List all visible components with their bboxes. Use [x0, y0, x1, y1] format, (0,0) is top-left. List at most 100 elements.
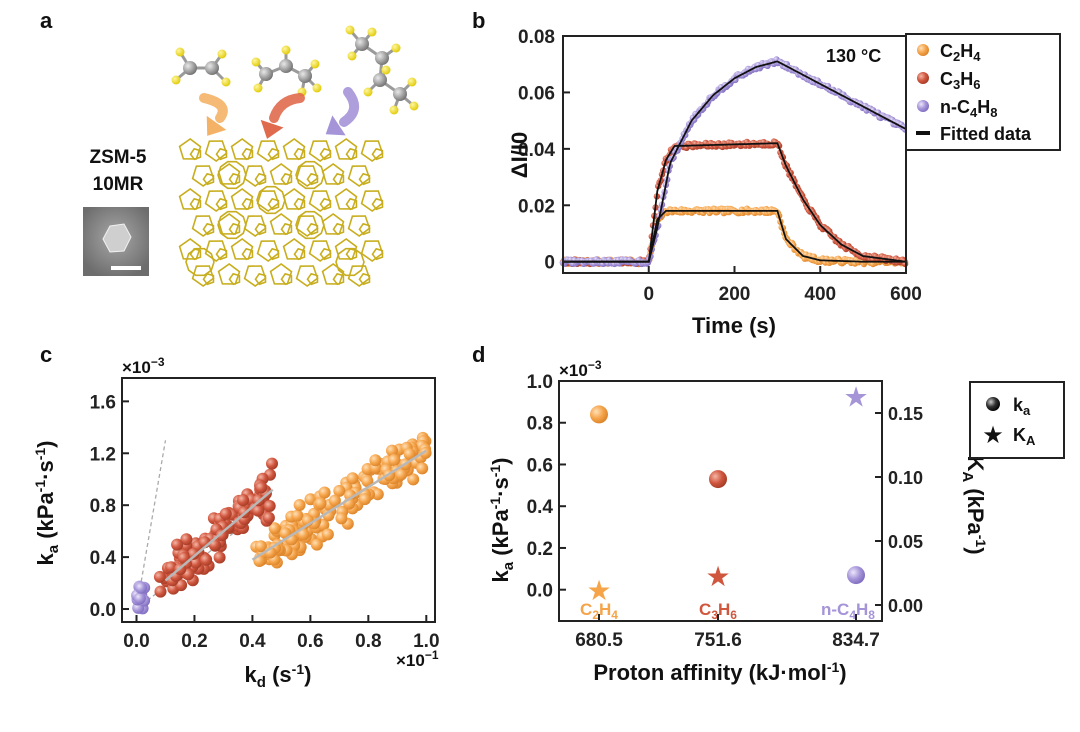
- point-c3h6: [154, 585, 167, 598]
- panel-d-ytick-left: 1.0: [527, 372, 553, 393]
- legend-fit: Fitted data: [940, 124, 1032, 144]
- panel-a-schematic: ZSM-5 10MR: [83, 25, 419, 287]
- panel-label-a: a: [40, 8, 53, 33]
- arrow-c3h6: [260, 93, 305, 139]
- panel-d-ytick-left: 0.2: [527, 539, 553, 560]
- panel-b-chart: 130 °C 0 200 400 600 0 0.02 0.04 0.06 0.08 Time …: [507, 27, 1061, 338]
- point-c2h4: [293, 499, 306, 511]
- panel-c-ytick: 0.0: [90, 600, 116, 621]
- panel-d-xtick: 834.7: [832, 630, 880, 651]
- panel-d-xlabel: Proton affinity (kJ·mol-1): [593, 659, 846, 685]
- point-c2h4: [369, 454, 382, 467]
- panel-d-ytick-right: 0.00: [888, 596, 923, 616]
- panel-b-xlabel: Time (s): [692, 313, 776, 338]
- fit-line-n-c4h8: [563, 60, 907, 263]
- panel-c-xtick: 0.0: [123, 631, 149, 652]
- point-c2h4: [335, 512, 348, 525]
- guide-line: [135, 440, 167, 610]
- panel-d-ylabel-left: ka (kPa-1·s-1): [487, 458, 517, 583]
- molecule-c2h4: [171, 47, 231, 87]
- temperature-annotation: 130 °C: [826, 46, 881, 66]
- scale-bar: [111, 266, 141, 270]
- point-c3h6: [255, 481, 268, 494]
- panel-d-frame: [558, 380, 883, 622]
- point-c2h4: [388, 454, 401, 466]
- series-c3h6: [153, 457, 278, 598]
- point-c2h4: [297, 528, 310, 541]
- category-molecule-label: n-C4H8: [821, 600, 875, 622]
- point-c3h6: [180, 533, 193, 546]
- point-c2h4: [386, 444, 398, 457]
- point-c2h4: [416, 462, 429, 475]
- diffusion-arrows: [199, 87, 359, 139]
- trend-line-c2h4: [251, 449, 427, 561]
- legend-c2h4: C2H4: [940, 41, 981, 64]
- panel-b-ytick: 0.06: [518, 83, 555, 104]
- point-c3h6: [237, 494, 250, 507]
- panel-b-xtick: 400: [804, 284, 836, 305]
- point-n-c4h8: [133, 592, 146, 605]
- molecule-c3h6: [251, 45, 322, 97]
- legend-fit-marker: [916, 131, 930, 135]
- panel-d-ytick-right: 0.15: [888, 404, 923, 424]
- trend-line-c3h6: [164, 488, 274, 582]
- panel-d-legend: ka ★ KA: [969, 381, 1065, 459]
- series-c3h6: [559, 138, 909, 268]
- fit-line-c3h6: [563, 142, 907, 263]
- panel-c-xtick: 0.6: [297, 631, 323, 652]
- panel-d-xtick: 680.5: [575, 630, 623, 651]
- panel-c-xtick: 1.0: [413, 631, 439, 652]
- point-c3h6: [252, 504, 265, 517]
- panel-c-xlabel: kd (s-1): [245, 661, 312, 691]
- legend-c3h6: C3H6: [940, 69, 980, 92]
- series-c2h4: [250, 431, 432, 569]
- point-c2h4: [358, 493, 371, 506]
- point-c3h6: [153, 570, 166, 583]
- point-c2h4: [291, 509, 304, 522]
- point-c2h4: [310, 538, 323, 551]
- category-molecule-label: C3H6: [699, 600, 737, 622]
- ka-point-c3h6: [709, 470, 727, 489]
- point-c3h6: [219, 507, 232, 520]
- KA-star-c2h4: ★: [586, 575, 611, 606]
- panel-d-chart: ★ ★★C2H4 C3H6 n-C4H8 680.5 751.6 834.70.00.20…: [487, 358, 1065, 685]
- legend-c4h8-marker: [917, 100, 929, 112]
- category-molecule-label: C2H4: [580, 600, 618, 622]
- panel-c-y-multiplier: ×10−3: [122, 355, 165, 377]
- panel-d-y-multiplier: ×10−3: [559, 358, 602, 380]
- panel-d-ytick-left: 0.8: [527, 414, 553, 435]
- point-c2h4: [403, 448, 416, 460]
- panel-c-x-multiplier: ×10−1: [396, 648, 439, 670]
- series-c2h4: [559, 205, 909, 268]
- panel-b-frame: [562, 35, 907, 274]
- point-c2h4: [322, 509, 335, 522]
- panel-d-ylabel-right: KA (kPa-1): [959, 455, 989, 554]
- point-c2h4: [419, 446, 432, 459]
- arrow-c2h4: [199, 93, 228, 136]
- point-c2h4: [361, 475, 374, 488]
- point-c2h4: [304, 493, 317, 506]
- point-c2h4: [407, 473, 420, 486]
- panel-d-xtick: 751.6: [694, 630, 742, 651]
- panel-b-ytick: 0.02: [518, 196, 555, 217]
- point-c2h4: [254, 540, 267, 553]
- ka-point-n-c4h8: [847, 566, 865, 585]
- molecules: [171, 25, 419, 115]
- panel-b-ytick: 0.08: [518, 27, 555, 48]
- panel-b-legend: C2H4 C3H6 n-C4H8 Fitted data: [905, 33, 1061, 151]
- point-c3h6: [171, 538, 184, 551]
- panel-c-ytick: 0.4: [90, 548, 117, 569]
- point-c2h4: [318, 486, 331, 499]
- panel-c-chart: 0.0 0.2 0.4 0.6 0.8 1.00.00.40.81.21.6 ×10−3 …: [32, 355, 440, 691]
- arrow-c4h8: [325, 87, 359, 136]
- panel-b-xtick: 200: [719, 284, 751, 305]
- panel-b-ytick: 0: [544, 253, 555, 274]
- panel-c-xtick: 0.8: [355, 631, 381, 652]
- panel-d-ytick-left: 0.0: [527, 581, 553, 602]
- panel-c-ytick: 1.6: [90, 392, 116, 413]
- panel-label-c: c: [40, 342, 52, 367]
- point-c2h4: [314, 497, 327, 510]
- sem-image: [83, 207, 149, 276]
- panel-c-ylabel: ka (kPa-1·s-1): [32, 441, 62, 566]
